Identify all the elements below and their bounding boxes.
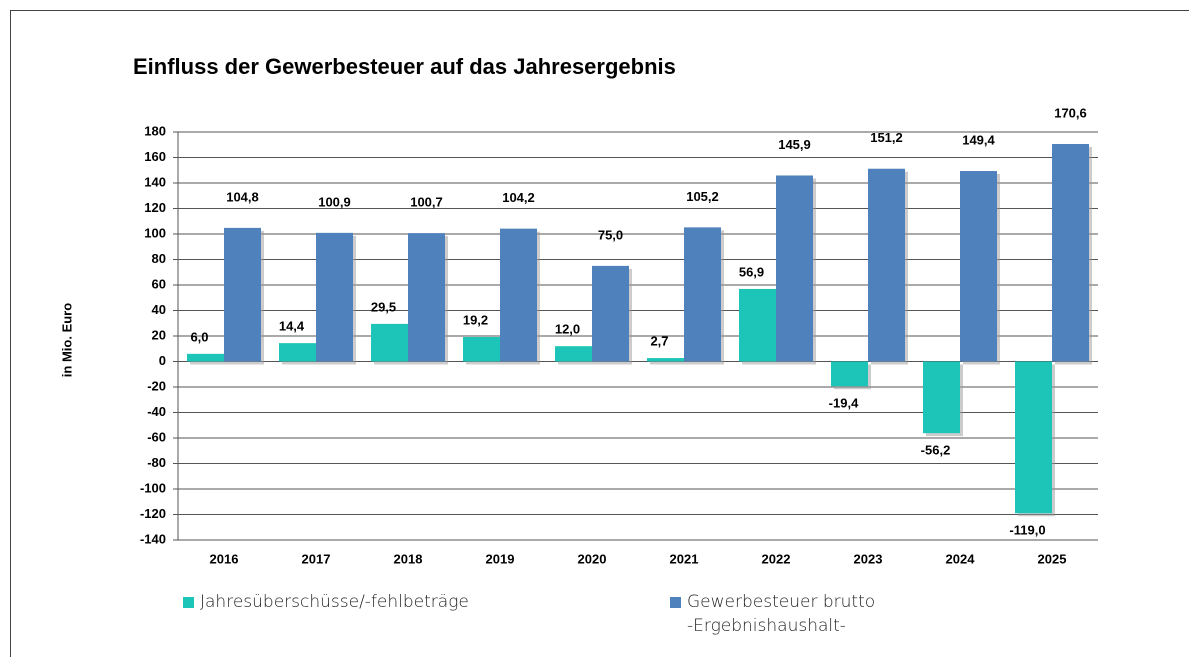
bar [555, 346, 592, 362]
x-tick-label: 2024 [946, 551, 976, 566]
value-label: 149,4 [962, 132, 995, 147]
bar [500, 228, 537, 362]
value-label: 104,8 [226, 189, 259, 204]
bar [463, 337, 500, 362]
value-label: 12,0 [555, 322, 580, 337]
bar [316, 232, 353, 362]
bar [739, 288, 776, 362]
y-tick-label: -140 [140, 531, 166, 546]
y-tick-label: 20 [152, 327, 166, 342]
x-tick-label: 2025 [1038, 551, 1067, 566]
value-label: 151,2 [870, 130, 903, 145]
y-tick-label: 140 [144, 174, 166, 189]
x-tick-label: 2022 [762, 551, 791, 566]
bar [868, 168, 905, 362]
value-label: 14,4 [279, 319, 305, 334]
value-label: 100,7 [410, 195, 443, 210]
bar [647, 358, 684, 362]
value-label: -119,0 [1009, 523, 1045, 538]
y-tick-label: -120 [140, 506, 166, 521]
y-tick-label: 100 [144, 225, 166, 240]
value-label: 6,0 [190, 329, 208, 344]
value-label: 29,5 [371, 299, 396, 314]
bar [371, 323, 408, 362]
value-label: 104,2 [502, 190, 535, 205]
value-label: 100,9 [318, 194, 351, 209]
y-tick-label: -80 [147, 455, 166, 470]
bar [1052, 143, 1089, 362]
x-tick-label: 2018 [394, 551, 423, 566]
bar-shadow [650, 361, 687, 365]
chart-title: Einfluss der Gewerbesteuer auf das Jahre… [133, 54, 676, 79]
bar [831, 361, 868, 387]
legend-swatch [670, 597, 681, 608]
y-tick-label: -100 [140, 480, 166, 495]
legend-swatch [183, 597, 194, 608]
bar [279, 343, 316, 362]
bar [684, 227, 721, 362]
x-tick-label: 2019 [486, 551, 515, 566]
x-tick-label: 2020 [578, 551, 607, 566]
y-tick-label: -20 [147, 378, 166, 393]
y-tick-label: 80 [152, 251, 166, 266]
frame [10, 10, 1189, 657]
x-tick-label: 2016 [210, 551, 239, 566]
y-tick-label: 60 [152, 276, 166, 291]
value-label: 105,2 [686, 189, 719, 204]
x-tick-label: 2017 [302, 551, 331, 566]
bar [224, 227, 261, 362]
legend-label: Gewerbesteuer brutto -Ergebnishaushalt- [687, 592, 876, 636]
bar [408, 233, 445, 362]
value-label: 145,9 [778, 137, 811, 152]
y-tick-label: 160 [144, 149, 166, 164]
bar [776, 175, 813, 362]
y-tick-label: 120 [144, 200, 166, 215]
value-label: 75,0 [598, 227, 623, 242]
bar [1015, 361, 1052, 514]
value-label: 170,6 [1054, 105, 1087, 120]
y-axis-label: in Mio. Euro [59, 303, 74, 377]
y-tick-label: 180 [144, 123, 166, 138]
value-label: 56,9 [739, 264, 764, 279]
value-label: -19,4 [829, 396, 859, 411]
bar [923, 361, 960, 434]
bar [592, 265, 629, 362]
bar [187, 353, 224, 362]
y-tick-label: 0 [159, 353, 166, 368]
x-tick-label: 2023 [854, 551, 883, 566]
value-label: 2,7 [650, 333, 668, 348]
bar [960, 171, 997, 362]
y-tick-label: 40 [152, 302, 166, 317]
y-tick-label: -60 [147, 429, 166, 444]
x-tick-label: 2021 [670, 551, 699, 566]
value-label: 19,2 [463, 312, 488, 327]
y-tick-label: -40 [147, 404, 166, 419]
value-label: -56,2 [921, 443, 951, 458]
legend-label: Jahresüberschüsse/-fehlbeträge [200, 592, 469, 612]
